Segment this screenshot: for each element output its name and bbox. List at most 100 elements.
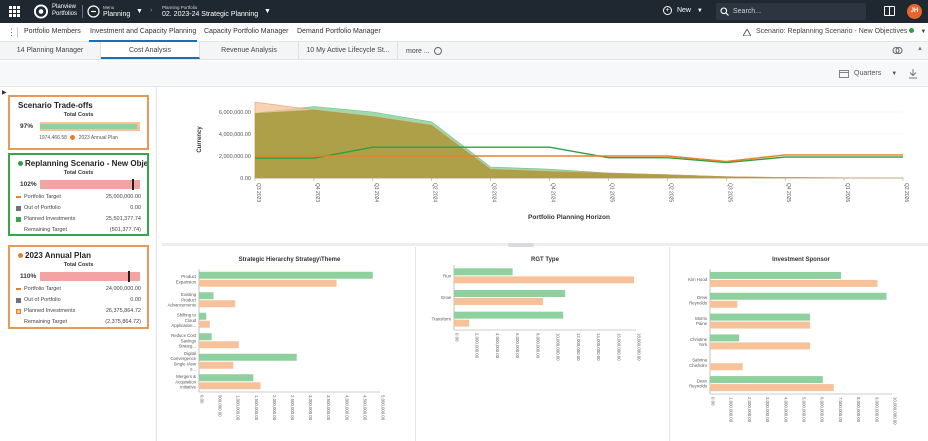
- category-label: Kim Hood: [688, 277, 707, 282]
- category-label: Run: [443, 273, 451, 278]
- menu-selector[interactable]: Menu Planning: [103, 5, 131, 18]
- splitter-handle-icon[interactable]: [508, 243, 534, 247]
- tab-investment-capacity-planning[interactable]: Investment and Capacity Planning: [90, 28, 197, 35]
- planning-portfolio-selector[interactable]: Planning Portfolio 02. 2023-24 Strategic…: [162, 5, 259, 18]
- x-tick-label: 8,000,000.00: [856, 397, 861, 423]
- rgt-type-chart: RGT Type Run Grow Transform 0.00 2,000,000.00…: [416, 247, 668, 441]
- annual-plan-card[interactable]: 2023 Annual Plan Total Costs 110% Portfo…: [8, 245, 149, 329]
- x-tick-label: 4,000,000.00: [783, 397, 788, 423]
- series-line-orange: [255, 154, 903, 163]
- bar-green: [710, 292, 887, 300]
- category-label: Paine: [696, 321, 708, 326]
- percent-label: 102%: [20, 181, 37, 188]
- x-tick-label: Q2 2024: [432, 183, 438, 202]
- y-tick-label: 0.00: [240, 176, 251, 182]
- bar-green: [199, 292, 214, 300]
- x-tick-label: 12,000,000.00: [576, 333, 581, 361]
- new-button[interactable]: + New ▼: [663, 6, 703, 15]
- target-marker: [128, 271, 130, 282]
- x-tick-label: 3,000,000.00: [765, 397, 770, 423]
- category-label: Savings: [181, 338, 196, 343]
- category-label: York: [699, 342, 708, 347]
- expand-panel-icon[interactable]: ▶: [2, 90, 7, 96]
- category-label: Grow: [441, 295, 452, 300]
- category-label: Existing: [181, 292, 197, 297]
- chevron-down-icon: ▼: [920, 29, 927, 35]
- avatar[interactable]: JH: [907, 4, 922, 19]
- tab-revenue-analysis[interactable]: Revenue Analysis: [200, 42, 299, 59]
- x-tick-label: Q4 2023: [314, 183, 320, 202]
- x-tick-label: 18,000,000.00: [637, 333, 642, 361]
- search-input[interactable]: Search...: [716, 3, 866, 20]
- x-tick-label: Q3 2025: [726, 183, 732, 202]
- tab-lifecycle-status[interactable]: 10 My Active Lifecycle St...: [299, 42, 398, 59]
- bar-green: [199, 333, 212, 341]
- replanning-scenario-card[interactable]: Replanning Scenario - New Objec... Total…: [8, 153, 149, 236]
- bar-orange: [199, 279, 337, 287]
- x-tick-label: Q1 2024: [373, 183, 379, 202]
- x-tick-label: 2,000,000.00: [272, 395, 277, 421]
- x-tick-label: 10,000,000.00: [556, 333, 561, 361]
- scenario-selector[interactable]: Scenario: Replanning Scenario - New Obje…: [756, 28, 926, 35]
- x-tick-label: 4,000,000.00: [495, 333, 500, 359]
- search-placeholder: Search...: [733, 8, 762, 15]
- category-label: o...: [190, 367, 196, 372]
- chevron-down-icon[interactable]: ▼: [264, 8, 271, 15]
- kpi-row: Out of Portfolio 0.00: [10, 295, 147, 306]
- chart-title: Investment Sponsor: [772, 257, 830, 263]
- more-tabs-button[interactable]: more ...: [406, 47, 442, 55]
- x-tick-label: Q3 2023: [255, 183, 261, 202]
- x-tick-label: 4,000,000.00: [344, 395, 349, 421]
- bar-green: [454, 268, 513, 276]
- panel-toggle-icon[interactable]: [884, 6, 895, 16]
- x-tick-label: 5,000,000.00: [802, 397, 807, 423]
- scenario-tradeoffs-card[interactable]: Scenario Trade-offs Total Costs 97% 1974…: [8, 95, 149, 150]
- chevron-down-icon[interactable]: ▼: [136, 8, 143, 15]
- progress-bar: [40, 179, 140, 190]
- tab-demand-portfolio-manager[interactable]: Demand Portfolio Manager: [297, 28, 381, 35]
- x-tick-label: 10,000,000.00: [893, 397, 898, 425]
- scenario-icon: [743, 29, 751, 36]
- bar-orange: [199, 320, 210, 328]
- kpi-row: Portfolio Target 24,000,000.00: [10, 284, 147, 295]
- kpi-row: Out of Portfolio 0.00: [10, 203, 147, 214]
- tab-portfolio-members[interactable]: Portfolio Members: [24, 28, 81, 35]
- x-tick-label: 2,500,000.00: [290, 395, 295, 421]
- bar-orange: [199, 341, 239, 349]
- download-icon[interactable]: [908, 68, 918, 79]
- x-tick-label: 0.00: [711, 397, 716, 406]
- clock-icon: [433, 47, 442, 55]
- bar-orange: [199, 361, 234, 369]
- bar-orange: [454, 298, 543, 305]
- divider: [669, 247, 670, 441]
- tab-capacity-portfolio-manager[interactable]: Capacity Portfolio Manager: [204, 28, 289, 35]
- tab-cost-analysis[interactable]: Cost Analysis: [101, 42, 200, 59]
- category-label: Strateg...: [179, 343, 196, 348]
- category-label: Morris: [695, 316, 707, 321]
- top-navigation-bar: Planview Portfolios Menu Planning ▼ › Pl…: [0, 0, 928, 23]
- bar-green: [199, 353, 297, 361]
- period-label: Quarters: [854, 70, 882, 77]
- kebab-menu-icon[interactable]: ⋮: [7, 27, 16, 37]
- status-dot-icon: [909, 28, 915, 33]
- progress-row: 97%: [10, 121, 147, 133]
- period-selector[interactable]: Quarters ▼: [854, 70, 897, 77]
- target-marker: [132, 179, 134, 190]
- category-label: Reduce Cost: [171, 333, 197, 338]
- chevron-up-icon[interactable]: ▲: [917, 46, 923, 52]
- app-launcher-icon[interactable]: [9, 6, 20, 17]
- x-tick-label: Q4 2024: [550, 183, 556, 202]
- filter-icon[interactable]: [892, 45, 903, 56]
- category-label: Mergers &: [176, 374, 196, 379]
- x-tick-label: 3,000,000.00: [308, 395, 313, 421]
- category-label: Dean: [697, 378, 708, 383]
- tab-planning-manager[interactable]: 14 Planning Manager: [0, 42, 101, 59]
- category-label: Product: [181, 297, 197, 302]
- menu-icon[interactable]: [87, 5, 100, 18]
- bar-orange: [710, 279, 878, 287]
- active-tab-indicator: [89, 40, 197, 42]
- kpi-row: Planned Investments 25,501,377.74: [10, 214, 147, 225]
- chart-splitter[interactable]: [162, 243, 928, 246]
- card-subtitle: Total Costs: [63, 112, 94, 118]
- x-tick-label: 8,000,000.00: [535, 333, 540, 359]
